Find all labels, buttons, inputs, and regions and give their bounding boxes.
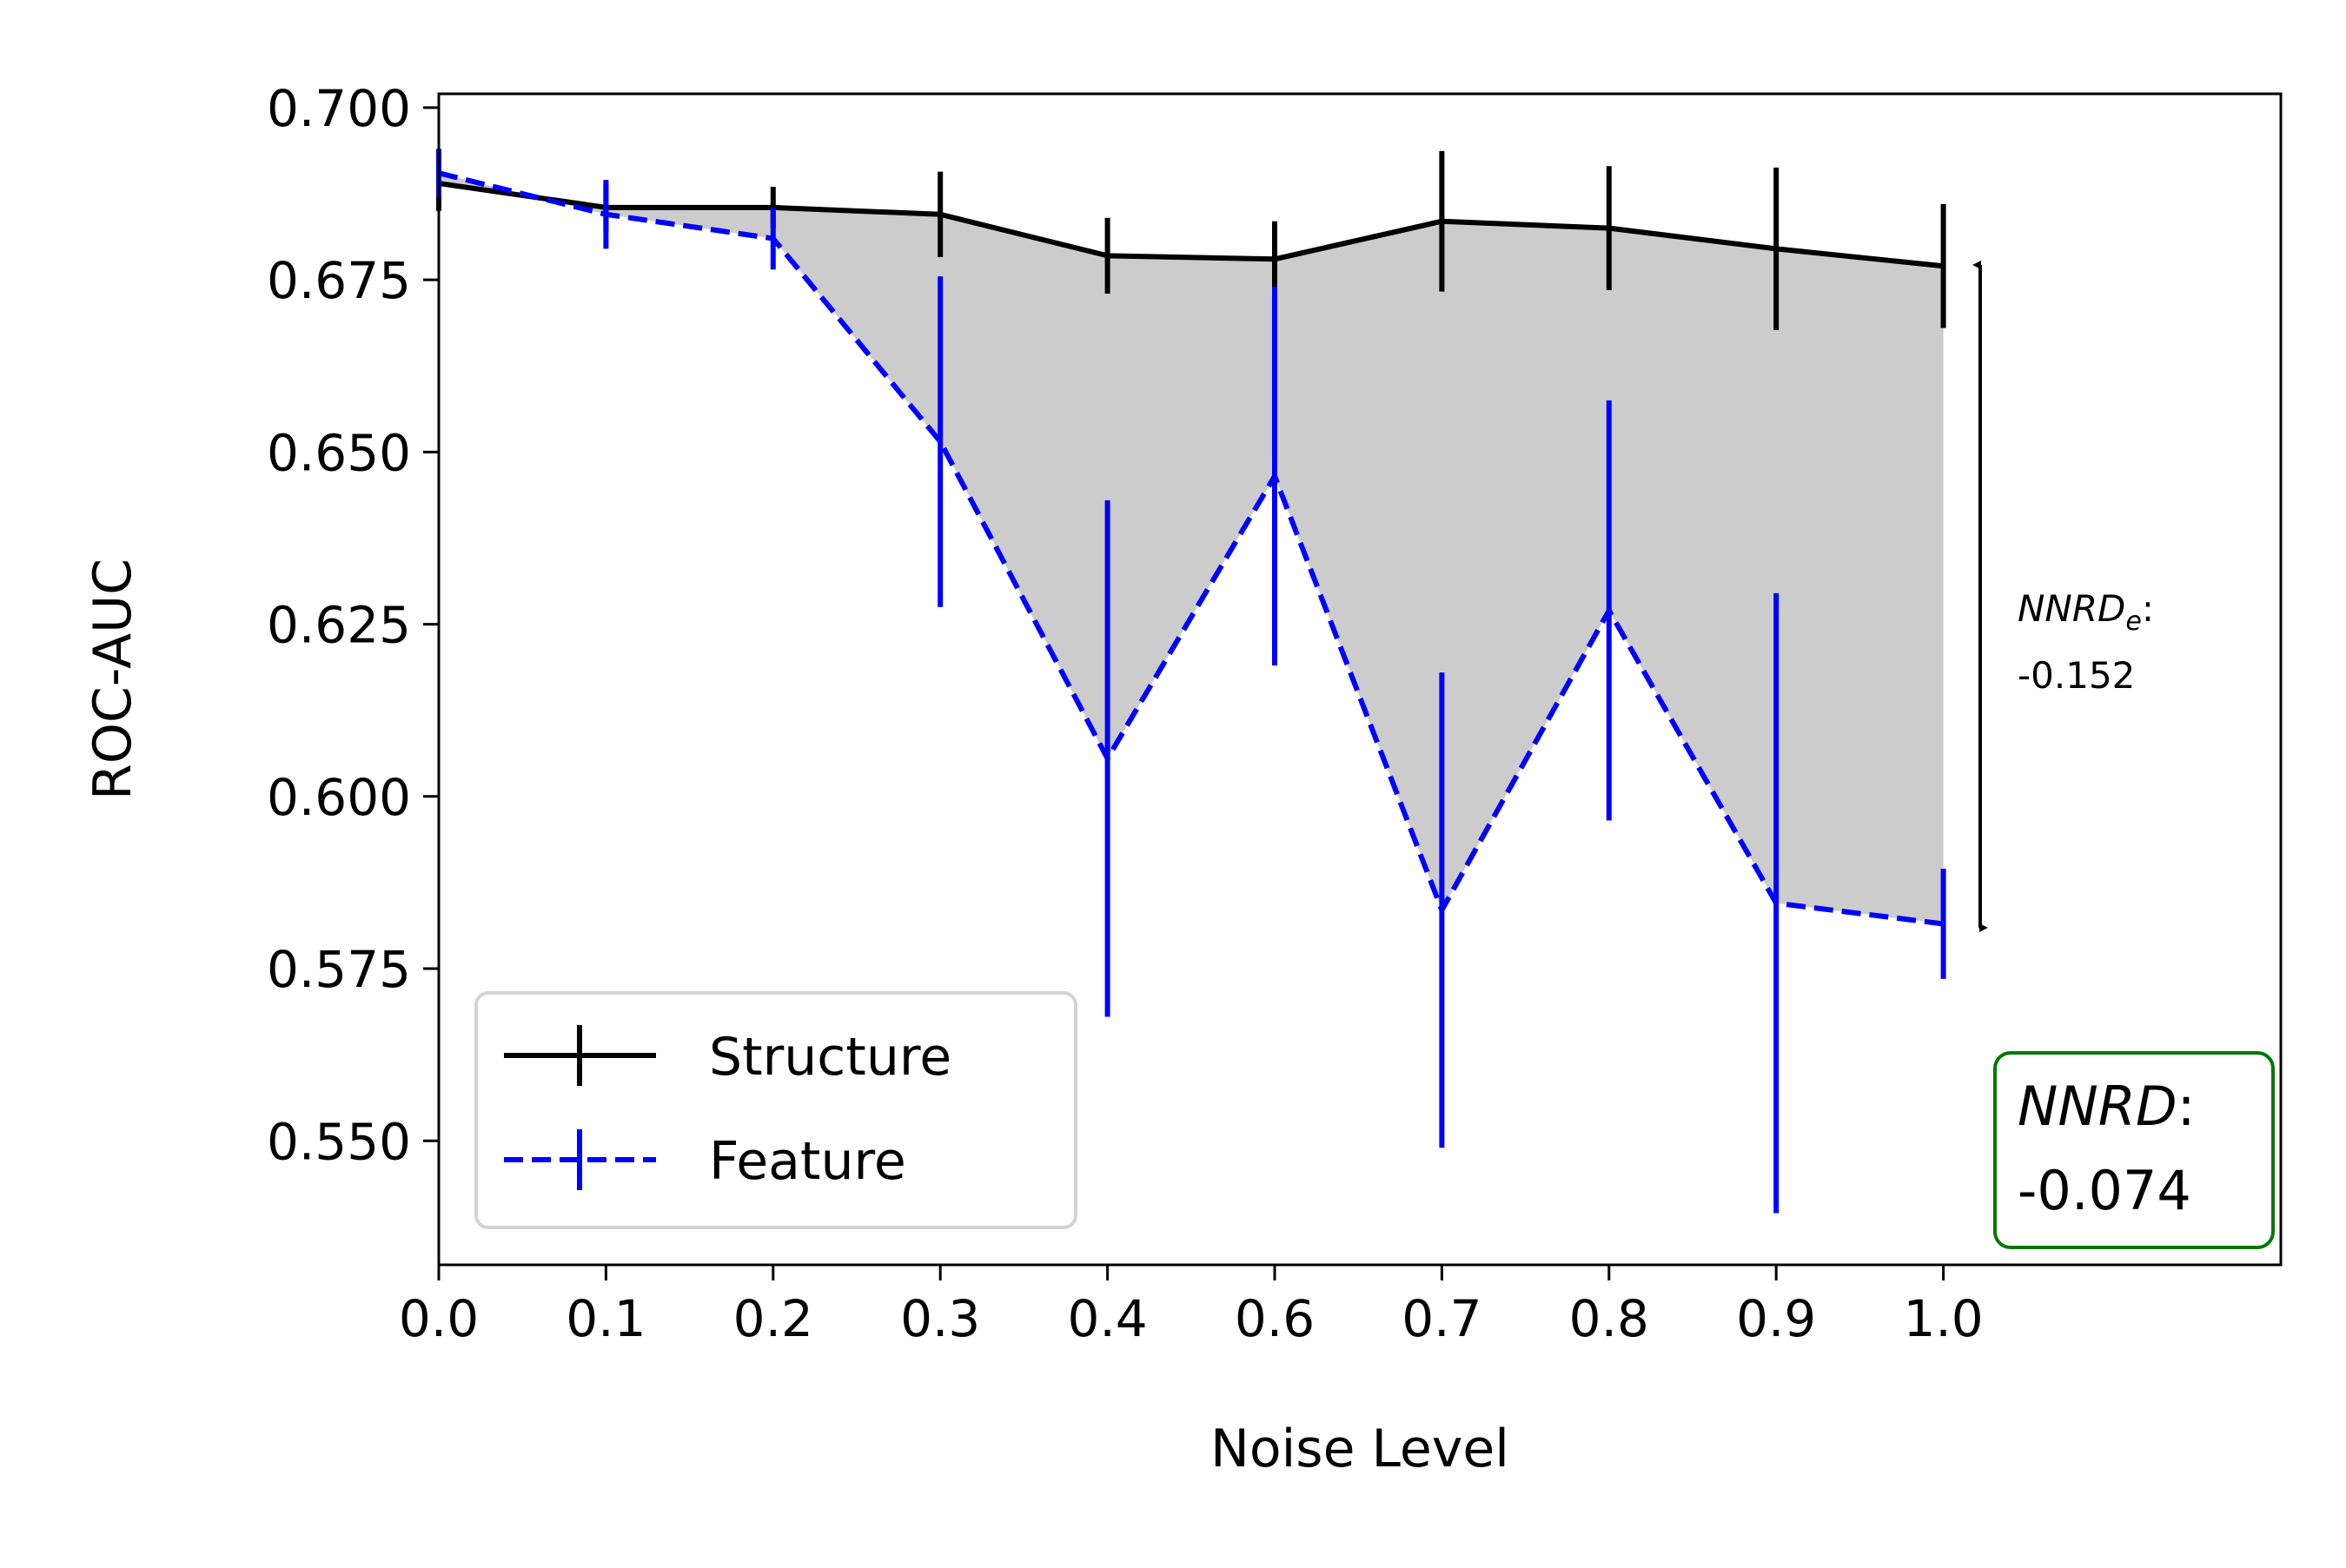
fill-between-layer (439, 173, 1944, 924)
point-structure-3 (938, 212, 943, 216)
y-tick-label-6: 0.700 (267, 79, 411, 138)
point-feature-8 (1774, 901, 1779, 905)
x-tick-label-5: 0.6 (1235, 1289, 1315, 1348)
point-structure-8 (1774, 247, 1779, 251)
series-layer (438, 170, 1944, 927)
legend-structure-label: Structure (709, 1027, 951, 1088)
error-bars-layer (436, 149, 1946, 1214)
y-tick-label-1: 0.575 (267, 940, 411, 999)
point-structure-9 (1941, 264, 1945, 268)
nnrd-label: NNRD: (2018, 1075, 2195, 1138)
fill-between-area (439, 173, 1944, 924)
y-tick-label-0: 0.550 (267, 1112, 411, 1171)
x-tick-label-7: 0.8 (1569, 1289, 1649, 1348)
point-structure-6 (1440, 219, 1444, 223)
y-axis-ticks: 0.550 0.575 0.600 0.625 0.650 0.675 0.700 (267, 79, 439, 1171)
point-feature-1 (604, 212, 608, 216)
x-axis-label: Noise Level (1210, 1419, 1509, 1479)
nnrd-value: -0.074 (2018, 1159, 2191, 1222)
point-feature-5 (1273, 474, 1276, 479)
x-tick-label-4: 0.4 (1067, 1289, 1147, 1348)
x-tick-label-1: 0.1 (566, 1289, 646, 1348)
x-tick-label-9: 1.0 (1903, 1289, 1983, 1348)
y-tick-label-4: 0.650 (267, 423, 411, 482)
point-feature-6 (1440, 908, 1444, 912)
series-line-structure (438, 181, 1944, 269)
y-tick-label-5: 0.675 (267, 251, 411, 310)
x-tick-label-0: 0.0 (399, 1289, 479, 1348)
x-tick-label-6: 0.7 (1402, 1289, 1481, 1348)
point-feature-2 (771, 236, 775, 241)
nnrd-e-value: -0.152 (2018, 654, 2135, 697)
point-structure-4 (1105, 254, 1110, 258)
y-axis-label: ROC-AUC (83, 559, 143, 800)
y-tick-label-2: 0.600 (267, 768, 411, 827)
y-tick-label-3: 0.625 (267, 596, 411, 655)
x-tick-label-3: 0.3 (900, 1289, 980, 1348)
legend: Structure Feature (474, 991, 1077, 1229)
x-tick-label-2: 0.2 (733, 1289, 813, 1348)
point-feature-9 (1941, 922, 1945, 926)
x-tick-label-8: 0.9 (1736, 1289, 1816, 1348)
series-line-feature (438, 170, 1944, 927)
point-feature-3 (938, 440, 943, 444)
nnrd-box (1993, 1051, 2275, 1249)
legend-box (474, 991, 1077, 1229)
x-axis-ticks: 0.0 0.1 0.2 0.3 0.4 0.6 0.7 0.8 0.9 1.0 (399, 1265, 1984, 1348)
plot-frame (437, 92, 2283, 1267)
legend-feature-label: Feature (709, 1131, 906, 1192)
nnrd-e-label: NNRDe: (2018, 587, 2154, 637)
nnrd-e-colon: : (2142, 587, 2154, 630)
nnrd-e-subscript: e (2125, 606, 2141, 637)
point-structure-7 (1607, 226, 1611, 230)
point-feature-7 (1607, 608, 1611, 612)
point-structure-5 (1273, 257, 1276, 261)
point-feature-4 (1105, 757, 1110, 761)
